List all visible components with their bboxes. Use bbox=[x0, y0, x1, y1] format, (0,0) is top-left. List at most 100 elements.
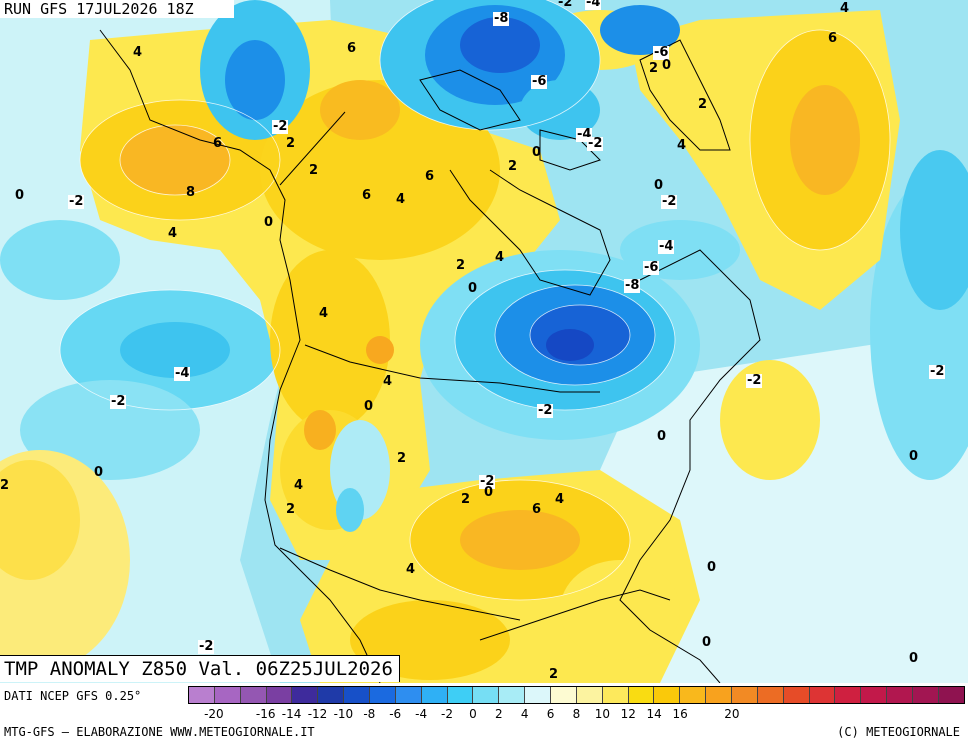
legend-swatch bbox=[628, 687, 655, 703]
legend-swatch bbox=[732, 687, 758, 703]
contour-label: -2 bbox=[110, 394, 127, 409]
legend-swatch bbox=[214, 687, 241, 703]
contour-label: 4 bbox=[133, 45, 143, 60]
contour-label: 0 bbox=[15, 188, 25, 203]
contour-label: 0 bbox=[909, 449, 919, 464]
contour-label: 6 bbox=[425, 169, 435, 184]
legend-swatch bbox=[757, 687, 784, 703]
contour-label: 4 bbox=[677, 138, 687, 153]
legend-tick-label: -14 bbox=[281, 707, 302, 721]
legend-swatch bbox=[292, 687, 319, 703]
legend-tick-label: 10 bbox=[594, 707, 611, 721]
contour-label: 0 bbox=[702, 635, 712, 650]
legend-tick-label: 2 bbox=[494, 707, 503, 721]
contour-label: 2 bbox=[286, 502, 296, 517]
legend-tick-label: 0 bbox=[469, 707, 477, 721]
legend-swatch bbox=[240, 687, 267, 703]
contour-label: 2 bbox=[508, 159, 518, 174]
contour-label: -2 bbox=[198, 639, 215, 654]
legend-swatch bbox=[602, 687, 629, 703]
contour-label: 4 bbox=[168, 226, 178, 241]
temperature-anomaly-map: RUN GFS 17JUL2026 18Z -8 -2 -4 4 4 6 -6 … bbox=[0, 0, 968, 683]
run-label: RUN GFS 17JUL2026 18Z bbox=[0, 0, 234, 18]
contour-label: -2 bbox=[68, 194, 85, 209]
contour-label: 4 bbox=[294, 478, 304, 493]
contour-label: 0 bbox=[364, 399, 374, 414]
contour-label: -2 bbox=[661, 194, 678, 209]
contour-label: -2 bbox=[558, 0, 573, 10]
legend-tick-label: 16 bbox=[672, 707, 688, 721]
legend-swatch bbox=[525, 687, 552, 703]
contour-label: -6 bbox=[653, 45, 670, 60]
contour-label: -6 bbox=[531, 74, 548, 89]
legend-tick-label: 6 bbox=[546, 707, 555, 721]
contour-label: 6 bbox=[213, 136, 223, 151]
legend-swatch bbox=[576, 687, 603, 703]
contour-label: 0 bbox=[662, 58, 672, 73]
legend-tick-label: -20 bbox=[204, 707, 224, 721]
contour-label: 4 bbox=[555, 492, 565, 507]
legend-swatch bbox=[421, 687, 448, 703]
legend-swatch bbox=[551, 687, 577, 703]
legend-swatch bbox=[344, 687, 371, 703]
contour-label: 4 bbox=[840, 1, 850, 16]
legend-swatch bbox=[913, 687, 939, 703]
contour-label: 0 bbox=[654, 178, 664, 193]
anomaly-field bbox=[0, 0, 968, 683]
legend-swatch bbox=[266, 687, 293, 703]
legend-swatch bbox=[706, 687, 733, 703]
contour-label: 2 bbox=[549, 667, 559, 682]
contour-label: 0 bbox=[707, 560, 717, 575]
legend-tick-label: -16 bbox=[255, 707, 276, 721]
map-title: TMP ANOMALY Z850 Val. 06Z25JUL2026 bbox=[0, 655, 400, 682]
contour-label: 4 bbox=[383, 374, 393, 389]
contour-label: 2 bbox=[698, 97, 708, 112]
legend-swatch bbox=[447, 687, 474, 703]
us-canada-border bbox=[304, 344, 600, 393]
color-scale-bar bbox=[188, 686, 965, 704]
legend-tick-label: 20 bbox=[724, 707, 740, 721]
contour-label: 0 bbox=[909, 651, 919, 666]
legend-swatch bbox=[189, 687, 215, 703]
contour-label: 4 bbox=[495, 250, 505, 265]
greenland bbox=[639, 39, 731, 151]
contour-label: 0 bbox=[532, 145, 542, 160]
hudson-bay bbox=[449, 169, 611, 296]
legend-swatch bbox=[395, 687, 422, 703]
contour-label: -4 bbox=[585, 0, 602, 10]
contour-label: -6 bbox=[643, 260, 660, 275]
contour-label: -2 bbox=[537, 403, 554, 418]
legend-tick-label: 8 bbox=[572, 707, 581, 721]
gulf-coast bbox=[479, 589, 671, 641]
legend-swatch bbox=[370, 687, 396, 703]
contour-label: 2 bbox=[309, 163, 319, 178]
data-source-label: DATI NCEP GFS 0.25° bbox=[4, 689, 142, 703]
alaska-border bbox=[279, 111, 346, 186]
contour-label: -8 bbox=[624, 278, 641, 293]
legend-swatch bbox=[499, 687, 526, 703]
contour-label: 6 bbox=[362, 188, 372, 203]
west-coast bbox=[99, 29, 381, 683]
contour-label: -2 bbox=[479, 474, 496, 489]
legend-swatch bbox=[680, 687, 707, 703]
legend-tick-label: -2 bbox=[441, 707, 453, 721]
contour-label: 2 bbox=[456, 258, 466, 273]
contour-label: 2 bbox=[397, 451, 407, 466]
legend-footer: DATI NCEP GFS 0.25° -20 -16 -14 -12 -10 -8 -6-… bbox=[0, 683, 968, 745]
legend-tick-label: 12 bbox=[620, 707, 636, 721]
legend-swatch bbox=[809, 687, 836, 703]
legend-swatch bbox=[473, 687, 500, 703]
contour-label: -2 bbox=[929, 364, 946, 379]
legend-tick-label: -8 bbox=[363, 707, 376, 721]
arctic-islands bbox=[419, 69, 601, 171]
contour-label: 0 bbox=[657, 429, 667, 444]
us-mexico-border bbox=[279, 547, 521, 621]
legend-tick-label: 4 bbox=[520, 707, 529, 721]
contour-label: 6 bbox=[828, 31, 838, 46]
legend-swatch bbox=[861, 687, 888, 703]
color-scale-ticks: -20 -16 -14 -12 -10 -8 -6 -4 -2 0 2 4 6 8 10 12 14 16 20 bbox=[188, 707, 965, 723]
contour-label: 4 bbox=[319, 306, 329, 321]
contour-label: 0 bbox=[94, 465, 104, 480]
contour-label: 2 bbox=[649, 61, 659, 76]
legend-tick-label: 14 bbox=[646, 707, 662, 721]
